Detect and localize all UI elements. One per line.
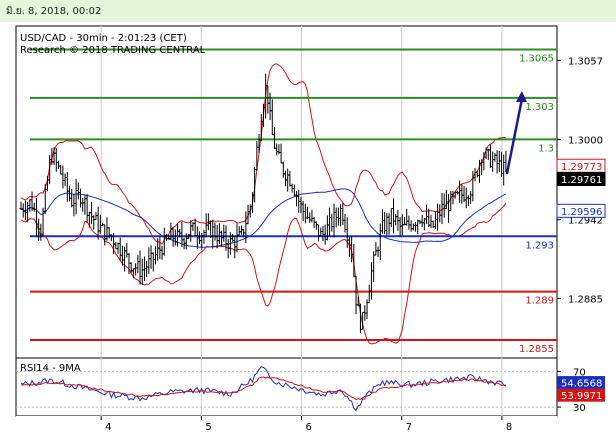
level-label-2: 1.3	[538, 143, 554, 154]
rsi-series-rsi14	[20, 366, 507, 412]
rsi-panel	[15, 357, 558, 417]
forecast-arrow-head	[515, 91, 527, 103]
x-axis-strip	[16, 416, 557, 436]
rsi-series-9ma	[20, 376, 506, 401]
y-axis: 1.3057 1.3000 1.2942 1.2885 70 30	[557, 57, 603, 414]
date-bar: มิ.ย. 8, 2018, 00:02	[0, 0, 616, 22]
y-tick-label-1: 1.3000	[568, 135, 603, 146]
y-tick-label-0: 1.3057	[568, 57, 603, 68]
candles	[19, 73, 508, 333]
rsi-lines	[16, 366, 557, 412]
chart-title: USD/CAD - 30min - 2:01:23 (CET)	[20, 33, 187, 44]
rsi-tag-label-0: 54.6568	[561, 379, 602, 390]
rsi-tag-0	[557, 376, 605, 390]
x-tick-label-4: 8	[506, 422, 512, 433]
rsi-tag-1	[557, 388, 605, 402]
level-label-4: 1.289	[525, 296, 554, 307]
y-tick-label-2: 1.2942	[568, 216, 603, 227]
x-tick-label-3: 7	[406, 422, 412, 433]
grid	[100, 26, 503, 416]
price-tag-2	[556, 203, 606, 218]
price-tag-label-2: 1.29596	[561, 207, 602, 218]
x-tick-label-0: 4	[105, 422, 111, 433]
levels: 1.3065 1.303 1.3 1.293 1.289 1.2855	[30, 48, 557, 355]
price-panel	[15, 25, 558, 359]
rsi-y-tick-label-0: 70	[573, 367, 586, 378]
level-label-3: 1.293	[525, 240, 554, 251]
date-label: มิ.ย. 8, 2018, 00:02	[6, 6, 102, 17]
price-tag-label-1: 1.29761	[561, 175, 602, 186]
forecast-arrow-shaft	[505, 98, 524, 175]
price-tag-label-0: 1.29773	[561, 162, 602, 173]
rsi-title: RSI14 - 9MA	[20, 363, 81, 374]
rsi-tag-label-1: 53.9971	[561, 391, 602, 402]
level-label-0: 1.3065	[519, 54, 554, 65]
x-tick-label-2: 6	[306, 422, 312, 433]
x-tick-label-1: 5	[205, 422, 211, 433]
bollinger-lower	[20, 202, 507, 345]
forecast-arrow	[505, 91, 527, 175]
moving-average-line	[20, 188, 507, 248]
y-tick-label-3: 1.2885	[568, 295, 603, 306]
level-label-5: 1.2855	[519, 344, 554, 355]
rsi-y-tick-label-1: 30	[573, 403, 586, 414]
price-tag-1	[556, 171, 606, 186]
chart-subtitle: Research © 2018 TRADING CENTRAL	[20, 45, 206, 56]
x-axis: 4 5 6 7 8	[100, 416, 512, 433]
level-label-1: 1.303	[525, 102, 554, 113]
